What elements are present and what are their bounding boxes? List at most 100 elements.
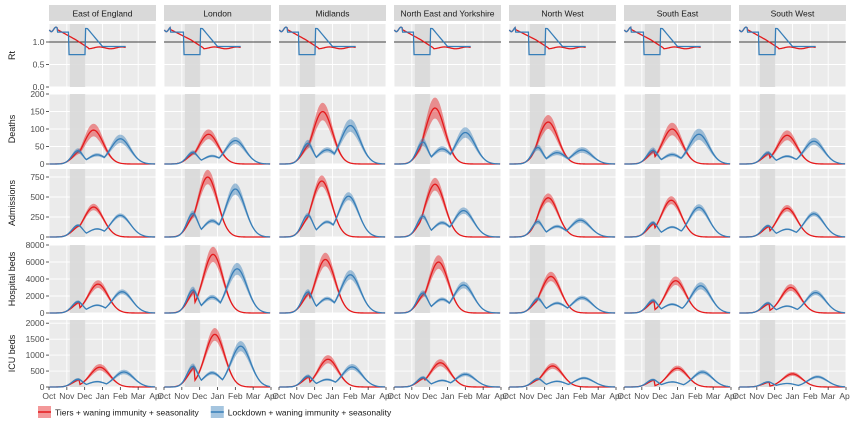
lockdown-shade	[759, 24, 776, 87]
x-tick-label: Mar	[706, 391, 721, 401]
lockdown-shade	[69, 245, 86, 313]
series-line-lockdown	[509, 219, 616, 238]
panel-admissions-north-west	[508, 169, 617, 238]
x-tick-label: Oct	[617, 391, 631, 401]
x-tick-label: Jan	[441, 391, 455, 401]
lockdown-shade	[69, 169, 86, 237]
x-tick-label: Jan	[556, 391, 570, 401]
x-tick-label: Apr	[149, 391, 162, 401]
series-line-tiers	[508, 26, 586, 50]
lockdown-shade	[644, 320, 661, 387]
x-tick-label: Dec	[77, 391, 93, 401]
series-line-lockdown	[394, 373, 501, 388]
uncertainty-band-tiers	[164, 328, 271, 387]
y-tick-label: 1500	[26, 334, 45, 344]
panel-deaths-east-of-england: 0 50 100 150 200	[30, 89, 157, 169]
region-label: London	[203, 9, 232, 19]
uncertainty-band-lockdown	[624, 282, 731, 313]
region-label: East of England	[72, 9, 132, 19]
uncertainty-band-lockdown	[624, 204, 731, 237]
strip-midlands: Midlands	[279, 5, 386, 21]
series-line-tiers	[163, 26, 241, 50]
y-tick-label: 500	[30, 366, 44, 376]
y-tick-label: 0	[40, 382, 45, 392]
panel-icu_beds-london: Oct Nov Dec Jan Feb Mar Apr	[157, 320, 278, 401]
metric-label-admissions: Admissions	[7, 179, 17, 226]
x-tick-label: Nov	[289, 391, 305, 401]
legend-item-lockdown: Lockdown + waning immunity + seasonality	[210, 406, 392, 418]
uncertainty-band-tiers	[164, 169, 271, 237]
metric-label-hospital_beds: Hospital beds	[7, 251, 17, 306]
panel-hospital_beds-east-of-england: 0 2000 4000 6000 8000	[26, 240, 157, 318]
y-tick-label: 1000	[26, 350, 45, 360]
y-tick-label: 0	[40, 159, 45, 169]
x-tick-label: Apr	[839, 391, 850, 401]
uncertainty-band-lockdown	[739, 290, 846, 313]
lockdown-shade	[414, 320, 431, 387]
series-line-lockdown	[739, 140, 846, 165]
metric-axis-labels: Rt Deaths Admissions Hospital beds ICU beds	[7, 51, 17, 373]
x-tick-label: Feb	[343, 391, 358, 401]
series-line-lockdown	[279, 124, 386, 165]
lockdown-shade	[759, 245, 776, 313]
series-line-lockdown	[279, 195, 386, 238]
series-line-lockdown	[49, 214, 156, 238]
lockdown-shade	[69, 94, 86, 164]
panel-hospital_beds-north-east-and-yorkshire	[393, 244, 502, 314]
series-line-lockdown	[739, 376, 846, 388]
region-label: North East and Yorkshire	[400, 9, 494, 19]
lockdown-shade	[529, 245, 546, 313]
lockdown-shade	[69, 320, 86, 387]
lockdown-shade	[414, 24, 431, 87]
x-tick-label: Jan	[671, 391, 685, 401]
panel-hospital_beds-south-west	[738, 244, 847, 314]
panel-rt-north-west	[508, 24, 617, 88]
metric-label-rt: Rt	[7, 51, 17, 60]
panel-hospital_beds-south-east	[623, 244, 732, 314]
y-tick-label: 8000	[26, 240, 45, 250]
y-tick-label: 100	[30, 124, 44, 134]
y-tick-label: 0.5	[33, 60, 45, 70]
lockdown-shade	[529, 169, 546, 237]
region-strip-labels: East of England London Midlands North East …	[49, 5, 846, 21]
x-tick-label: Oct	[157, 391, 171, 401]
y-tick-label: 2000	[26, 291, 45, 301]
y-tick-label: 500	[30, 192, 44, 202]
uncertainty-band-lockdown	[739, 211, 846, 237]
lockdown-shade	[644, 24, 661, 87]
y-tick-label: 0	[40, 308, 45, 318]
uncertainty-band-tiers	[164, 246, 271, 313]
series-line-lockdown	[508, 26, 586, 56]
region-label: South East	[657, 9, 699, 19]
uncertainty-band-tiers	[279, 252, 386, 313]
lockdown-shade	[69, 24, 86, 87]
x-tick-label: Mar	[591, 391, 606, 401]
x-tick-label: Feb	[688, 391, 703, 401]
panel-rt-south-east	[623, 24, 732, 88]
panel-admissions-south-west	[738, 169, 847, 238]
panel-rt-london	[163, 24, 272, 88]
x-tick-label: Apr	[264, 391, 277, 401]
series-line-lockdown	[164, 188, 271, 238]
series-line-lockdown	[624, 285, 731, 314]
x-tick-label: Feb	[458, 391, 473, 401]
region-label: Midlands	[315, 9, 349, 19]
panel-icu_beds-midlands: Oct Nov Dec Jan Feb Mar Apr	[272, 320, 393, 401]
uncertainty-band-lockdown	[739, 375, 846, 387]
x-tick-label: Nov	[404, 391, 420, 401]
panel-deaths-south-east	[623, 93, 732, 165]
series-line-lockdown	[48, 26, 126, 56]
x-tick-label: Dec	[537, 391, 553, 401]
panel-rt-midlands	[278, 24, 387, 88]
panel-icu_beds-north-west: Oct Nov Dec Jan Feb Mar Apr	[502, 320, 623, 401]
x-tick-label: Apr	[724, 391, 737, 401]
y-tick-label: 200	[30, 89, 44, 99]
x-tick-label: Jan	[326, 391, 340, 401]
lockdown-shade	[529, 24, 546, 87]
x-tick-label: Nov	[59, 391, 75, 401]
x-tick-label: Apr	[494, 391, 507, 401]
y-tick-label: 4000	[26, 274, 45, 284]
panel-rt-east-of-england: 0.0 0.5 1.0	[33, 24, 157, 92]
region-label: North West	[541, 9, 584, 19]
